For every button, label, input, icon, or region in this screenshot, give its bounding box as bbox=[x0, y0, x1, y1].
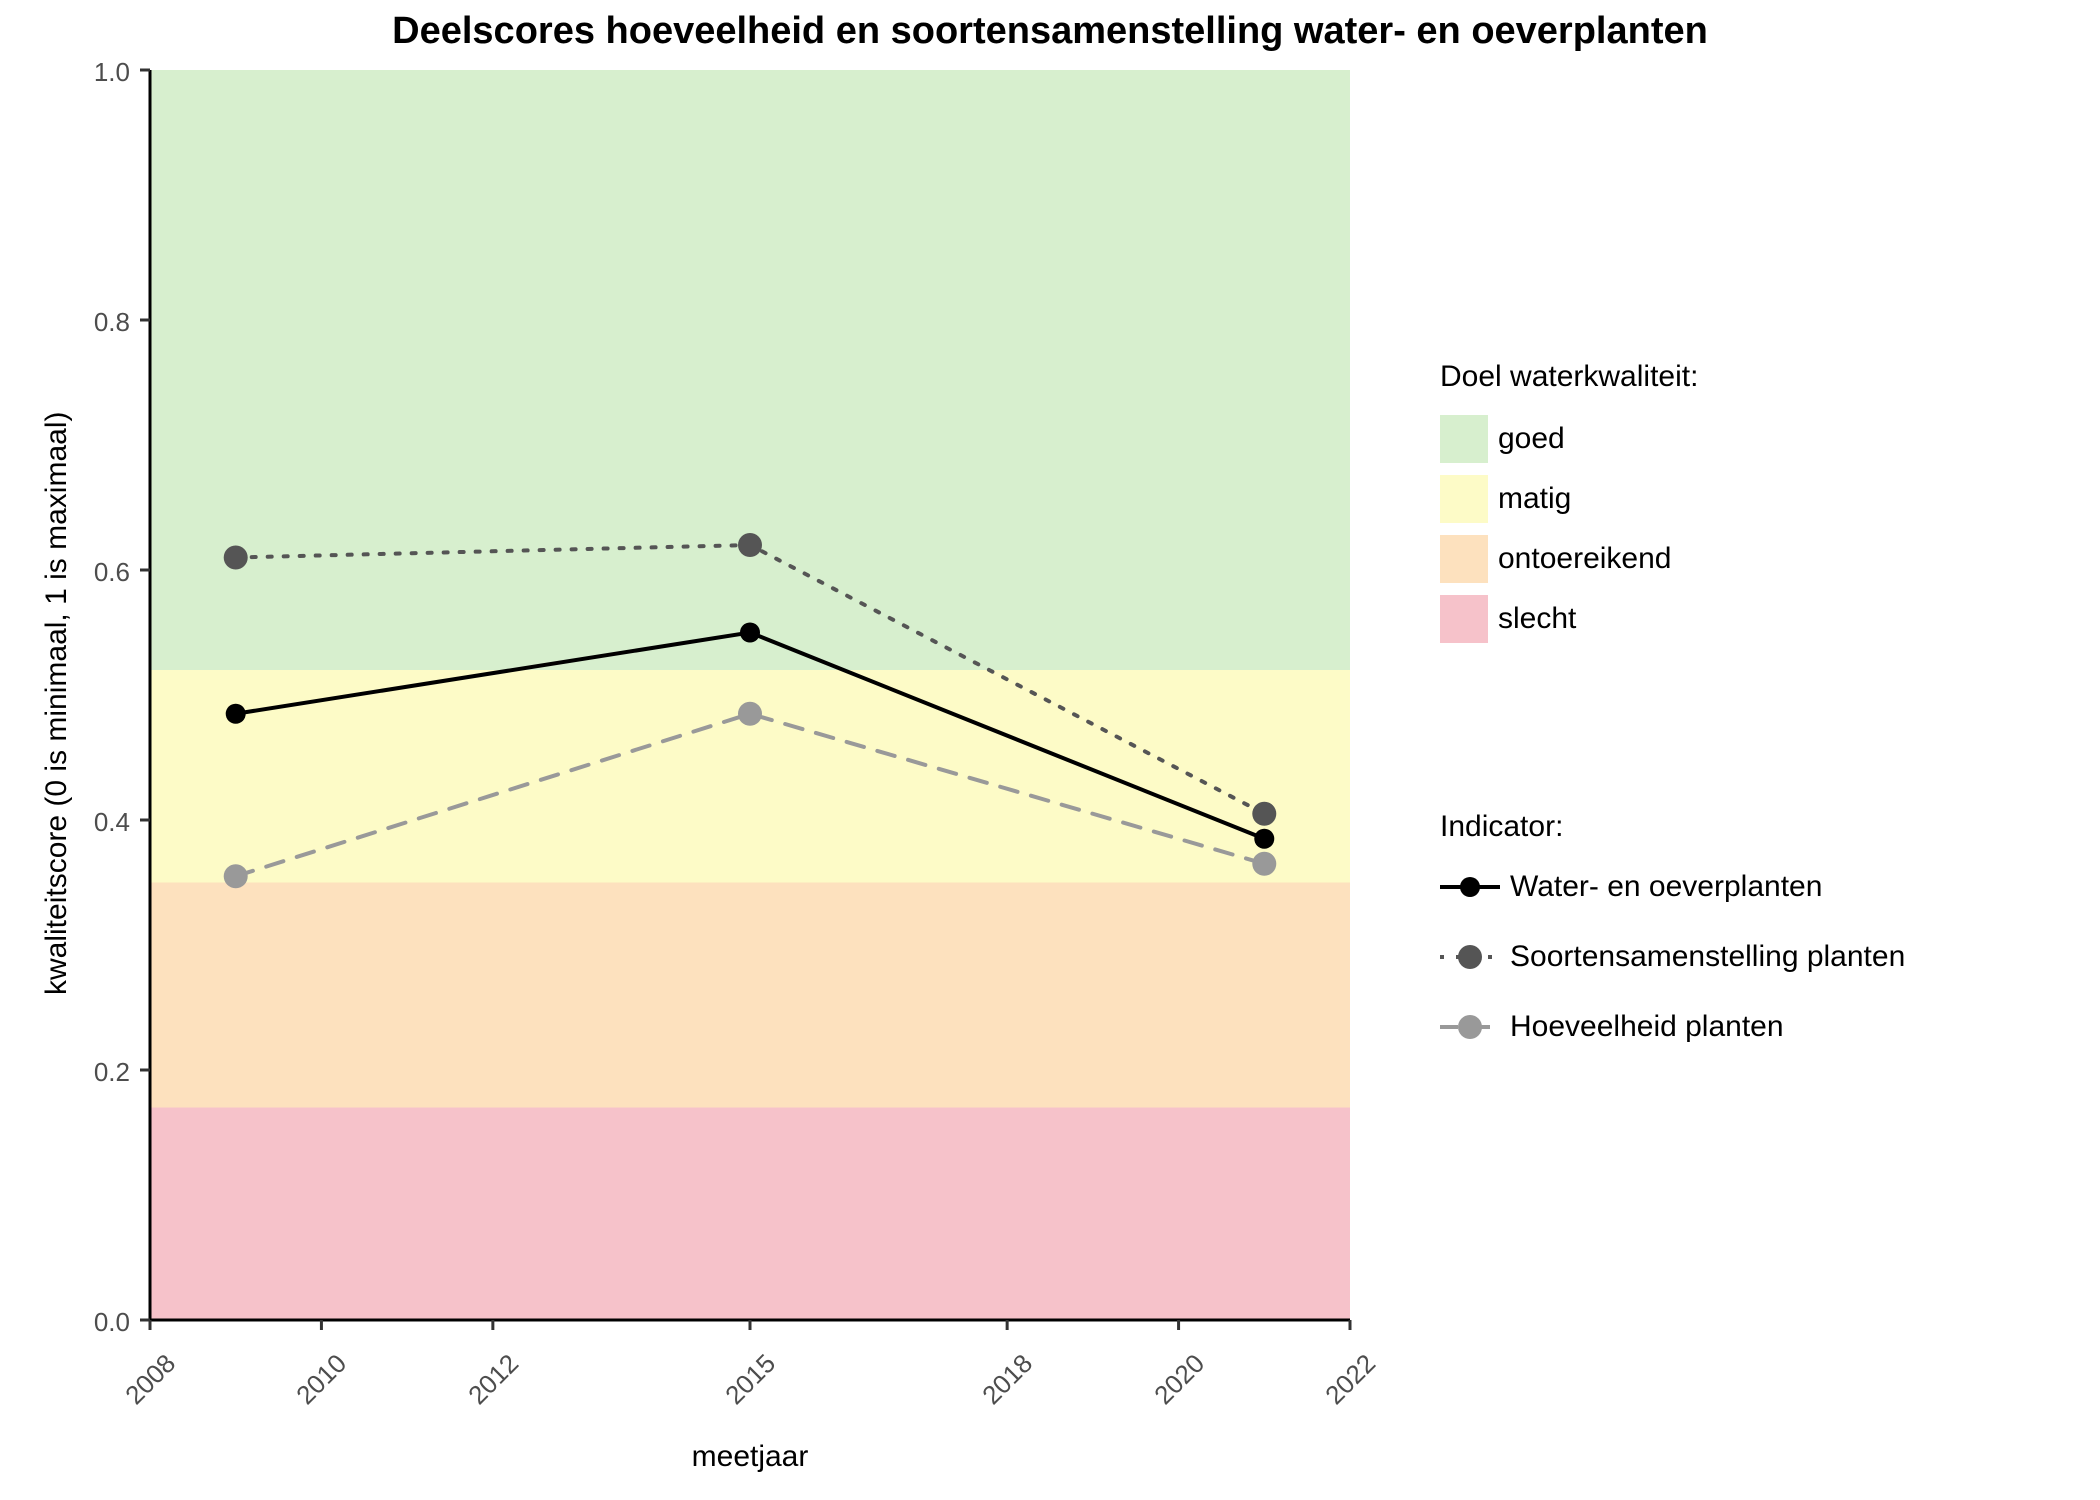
y-tick-label: 1.0 bbox=[70, 57, 130, 88]
legend-label: ontoereikend bbox=[1498, 542, 1671, 576]
quality-band bbox=[150, 1108, 1350, 1321]
legend-band-item: ontoereikend bbox=[1440, 535, 1671, 583]
legend-swatch bbox=[1440, 535, 1488, 583]
legend-label: Water- en oeverplanten bbox=[1510, 870, 1822, 904]
legend-line-swatch bbox=[1440, 872, 1500, 902]
data-point bbox=[1252, 852, 1276, 876]
legend-series-item: Soortensamenstelling planten bbox=[1440, 940, 1905, 974]
legend-label: slecht bbox=[1498, 602, 1576, 636]
y-tick-label: 0.0 bbox=[70, 1307, 130, 1338]
quality-band bbox=[150, 70, 1350, 670]
data-point bbox=[224, 546, 248, 570]
legend-bands-title: Doel waterkwaliteit: bbox=[1440, 360, 1698, 394]
legend-series-title: Indicator: bbox=[1440, 810, 1563, 844]
data-point bbox=[1252, 802, 1276, 826]
plot-area bbox=[0, 0, 2100, 1500]
legend-line-swatch bbox=[1440, 942, 1500, 972]
legend-label: Soortensamenstelling planten bbox=[1510, 940, 1905, 974]
legend-swatch bbox=[1440, 415, 1488, 463]
legend-line-swatch bbox=[1440, 1012, 1500, 1042]
legend-label: goed bbox=[1498, 422, 1565, 456]
data-point bbox=[738, 533, 762, 557]
y-tick-label: 0.2 bbox=[70, 1057, 130, 1088]
y-tick-label: 0.6 bbox=[70, 557, 130, 588]
legend-label: matig bbox=[1498, 482, 1571, 516]
data-point bbox=[224, 864, 248, 888]
quality-band bbox=[150, 883, 1350, 1108]
data-point bbox=[740, 623, 760, 643]
data-point bbox=[738, 702, 762, 726]
legend-swatch bbox=[1440, 475, 1488, 523]
legend-label: Hoeveelheid planten bbox=[1510, 1010, 1784, 1044]
y-tick-label: 0.8 bbox=[70, 307, 130, 338]
y-tick-label: 0.4 bbox=[70, 807, 130, 838]
legend-band-item: goed bbox=[1440, 415, 1565, 463]
data-point bbox=[226, 704, 246, 724]
legend-band-item: slecht bbox=[1440, 595, 1576, 643]
legend-series-item: Hoeveelheid planten bbox=[1440, 1010, 1784, 1044]
legend-series-item: Water- en oeverplanten bbox=[1440, 870, 1822, 904]
legend-band-item: matig bbox=[1440, 475, 1571, 523]
legend-swatch bbox=[1440, 595, 1488, 643]
data-point bbox=[1254, 829, 1274, 849]
